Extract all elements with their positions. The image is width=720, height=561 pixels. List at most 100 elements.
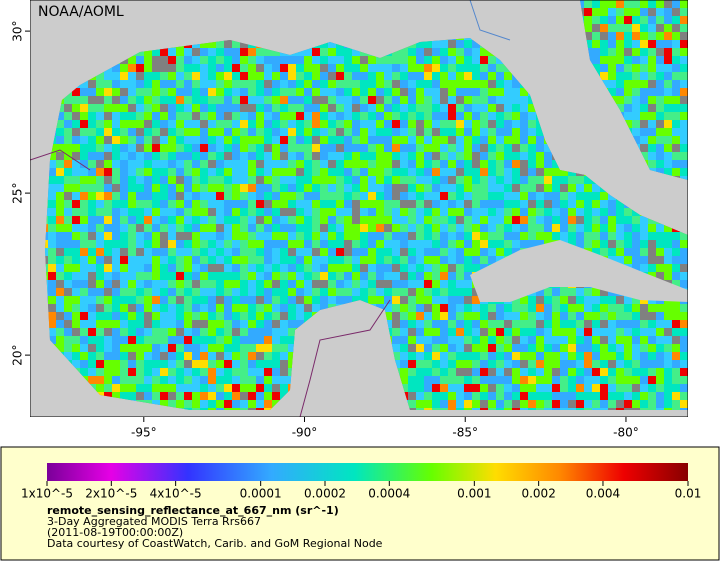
pixel [192,368,200,376]
pixel [256,152,264,160]
pixel [616,352,624,360]
pixel [424,192,432,200]
pixel [352,208,360,216]
pixel [312,256,320,264]
pixel [336,160,344,168]
pixel [656,384,664,392]
pixel [384,320,392,328]
pixel [600,408,608,410]
pixel [664,40,672,48]
pixel [104,416,112,424]
pixel [64,320,72,328]
pixel [456,200,464,208]
pixel [272,328,280,336]
pixel [312,168,320,176]
pixel [360,88,368,96]
pixel [432,160,440,168]
pixel [376,128,384,136]
pixel [632,80,640,88]
pixel [504,144,512,152]
pixel [88,96,96,104]
pixel [224,240,232,248]
pixel [352,256,360,264]
pixel [112,216,120,224]
pixel [384,248,392,256]
pixel [680,232,688,240]
pixel [568,336,576,344]
pixel [392,176,400,184]
pixel [320,216,328,224]
pixel [656,272,664,280]
pixel [432,312,440,320]
pixel [208,88,216,96]
pixel [512,104,520,112]
pixel [600,416,608,424]
pixel [288,216,296,224]
pixel [176,192,184,200]
pixel [480,192,488,200]
pixel [616,376,624,384]
pixel [464,272,472,280]
pixel [112,296,120,304]
pixel [336,232,344,240]
pixel [640,112,648,120]
pixel [128,280,136,288]
pixel [472,192,480,200]
pixel [448,136,456,144]
pixel [312,88,320,96]
pixel [168,112,176,120]
pixel [136,328,144,336]
pixel [600,288,608,296]
pixel [216,48,224,56]
pixel [168,336,176,344]
pixel [384,264,392,272]
pixel [256,72,264,80]
pixel [616,16,624,24]
pixel [528,208,536,216]
pixel [72,360,80,368]
pixel [512,120,520,128]
pixel [48,240,56,248]
pixel [360,176,368,184]
pixel [112,168,120,176]
pixel [264,376,272,384]
pixel [424,64,432,72]
pixel [504,328,512,336]
pixel [336,64,344,72]
pixel [408,232,416,240]
pixel [560,208,568,216]
pixel [368,264,376,272]
pixel [56,152,64,160]
colorbar-tick-label: 0.0004 [368,487,410,501]
pixel [680,304,688,312]
pixel [320,240,328,248]
pixel [256,296,264,304]
pixel [648,336,656,344]
pixel [240,384,248,392]
pixel [272,264,280,272]
pixel [392,160,400,168]
pixel [488,208,496,216]
pixel [568,368,576,376]
pixel [584,360,592,368]
pixel [608,72,616,80]
pixel [128,104,136,112]
pixel [96,192,104,200]
pixel [624,360,632,368]
pixel [240,104,248,112]
pixel [496,344,504,352]
pixel [416,224,424,232]
colorbar-tick-label: 1x10^-5 [21,487,73,501]
pixel [664,240,672,248]
pixel [592,224,600,232]
pixel [312,272,320,280]
pixel [120,192,128,200]
pixel [272,344,280,352]
pixel [272,48,280,56]
pixel [232,88,240,96]
pixel [208,112,216,120]
pixel [368,272,376,280]
pixel [144,184,152,192]
pixel [248,304,256,312]
pixel [432,352,440,360]
